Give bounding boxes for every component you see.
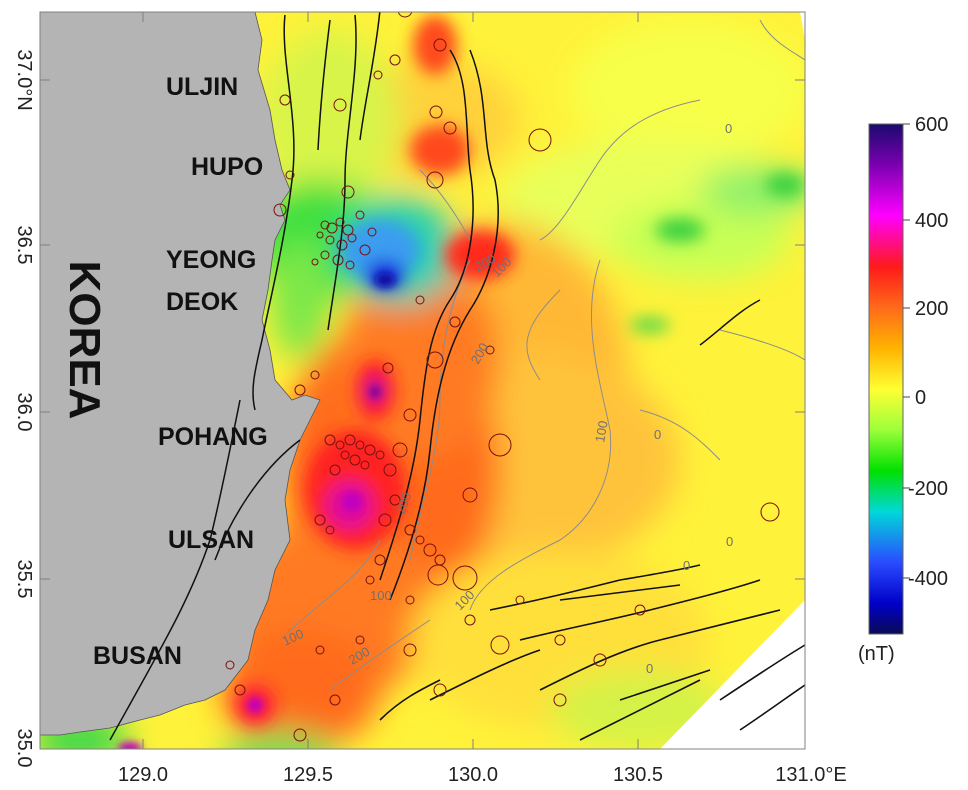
contour-label: 0 bbox=[725, 121, 732, 136]
plot-area: 0 0 0 0 0 100 100 100 100 100 200 200 20… bbox=[40, 12, 805, 749]
lat-tick-label: 36.5 bbox=[13, 226, 35, 265]
colorbar-tick-label: 200 bbox=[915, 298, 948, 320]
fault-lines bbox=[109, 12, 761, 741]
lat-tick-label: 37.0°N bbox=[13, 49, 35, 110]
contour-label: 0 bbox=[654, 427, 661, 442]
colorbar-tick-label: -400 bbox=[908, 568, 948, 590]
no-data-area bbox=[660, 600, 805, 749]
anomaly-field-peaks bbox=[235, 15, 805, 725]
longitude-axis: 129.0 129.5 130.0 130.5 131.0°E bbox=[118, 764, 847, 786]
contour-label: 100 bbox=[370, 588, 392, 603]
colorbar: 600 400 200 0 -200 -400 (nT) bbox=[858, 114, 948, 665]
lat-tick-label: 35.0 bbox=[13, 729, 35, 768]
contour-label: 200 bbox=[393, 491, 415, 517]
place-label-ulsan: ULSAN bbox=[168, 526, 254, 554]
contour-label: 0 bbox=[646, 661, 653, 676]
anomaly-field-blobs bbox=[40, 20, 805, 749]
place-label-uljin: ULJIN bbox=[166, 73, 238, 101]
contour-lines bbox=[279, 19, 805, 691]
lon-tick-label: 130.5 bbox=[613, 764, 663, 786]
place-label-busan: BUSAN bbox=[93, 642, 182, 670]
anomaly-field-cores bbox=[118, 273, 395, 749]
contour-label: 0 bbox=[726, 534, 733, 549]
country-label: KOREA bbox=[60, 261, 109, 420]
thrust-faults bbox=[379, 564, 805, 741]
earthquake-epicenters bbox=[225, 12, 780, 742]
lon-tick-label: 129.5 bbox=[283, 764, 333, 786]
latitude-axis: 37.0°N 36.5 36.0 35.5 35.0 bbox=[13, 49, 35, 767]
colorbar-tick-label: 600 bbox=[915, 114, 948, 136]
lon-tick-label: 129.0 bbox=[118, 764, 168, 786]
place-label-yeong: YEONG bbox=[166, 246, 256, 274]
lat-tick-label: 36.0 bbox=[13, 393, 35, 432]
place-labels: KOREA ULJIN HUPO YEONG DEOK POHANG ULSAN… bbox=[60, 73, 268, 670]
lon-tick-label: 131.0°E bbox=[775, 764, 846, 786]
colorbar-unit-label: (nT) bbox=[858, 643, 895, 665]
place-label-hupo: HUPO bbox=[191, 153, 263, 181]
lon-tick-label: 130.0 bbox=[448, 764, 498, 786]
place-label-deok: DEOK bbox=[166, 288, 238, 316]
colorbar-tick-label: 400 bbox=[915, 210, 948, 232]
colorbar-tick-label: 0 bbox=[915, 387, 926, 409]
no-data-area-north bbox=[800, 12, 805, 40]
colorbar-gradient bbox=[868, 123, 904, 635]
land-korea bbox=[40, 12, 321, 736]
colorbar-tick-label: -200 bbox=[908, 478, 948, 500]
contour-label: 100 bbox=[592, 420, 611, 444]
place-label-pohang: POHANG bbox=[158, 423, 268, 451]
map-frame bbox=[39, 11, 806, 750]
contour-label: 0 bbox=[683, 558, 690, 573]
lat-tick-label: 35.5 bbox=[13, 560, 35, 599]
